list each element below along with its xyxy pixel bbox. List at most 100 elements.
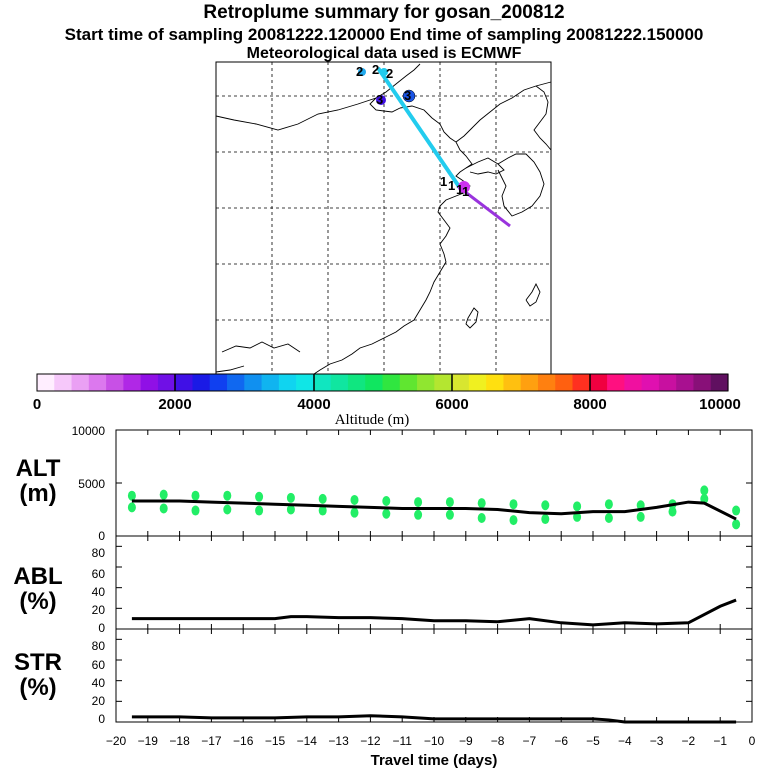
altitude-particle-dot [604,512,613,523]
coastlines [215,63,552,375]
colorbar-label: Altitude (m) [335,412,410,428]
colorbar-swatch [106,374,124,391]
cluster-label: 1 [440,174,447,189]
x-tick-label: −6 [554,734,568,748]
trajectory-paths [358,66,511,228]
altitude-particle-dot [541,514,550,525]
abl-tick-label: 60 [92,567,106,581]
abl-series-line [131,598,737,627]
colorbar-swatch [37,374,55,391]
abl-tick-label: 0 [98,621,105,635]
cluster-marker [458,181,470,193]
cluster-label: 3 [376,92,383,107]
x-tick-label: −13 [328,734,349,748]
time-series-panels: ALT (m) ABL (%) STR (%) 10000 5000 0 80 … [13,424,755,748]
cluster-label: 2 [386,66,393,81]
colorbar-swatch [710,374,729,391]
colorbar-swatch [382,374,401,391]
colorbar-swatch [537,374,556,391]
altitude-particle-dot [445,497,454,508]
colorbar-swatch [589,374,608,391]
colorbar-swatch [451,374,470,391]
colorbar-swatch [520,374,539,391]
colorbar-frame [36,373,729,392]
cluster-marker [402,89,416,103]
colorbar-swatch [330,374,349,391]
x-tick-label: −7 [523,734,537,748]
colorbar-swatch [347,374,366,391]
colorbar-swatch [555,374,574,391]
altitude-particle-dot [541,500,550,511]
x-tick-label: −16 [233,734,254,748]
colorbar-swatch [278,374,297,391]
altitude-particle-dot [159,489,168,500]
colorbar-tick-label: 0 [33,396,41,413]
altitude-particle-dot [477,512,486,523]
colorbar-swatch [434,374,453,391]
colorbar-swatch [54,374,73,391]
str-unit: (%) [19,674,56,701]
map-graticule [216,62,551,374]
cluster-label: 3 [404,88,411,103]
alt-unit: (m) [19,480,56,507]
colorbar-tick-label: 10000 [699,396,741,413]
colorbar-swatch [486,374,505,391]
altitude-particle-dot [350,507,359,518]
altitude-particle-dot [191,505,200,516]
colorbar-swatch [503,374,522,391]
x-tick-label: −5 [586,734,600,748]
x-tick-label: −18 [169,734,190,748]
altitude-particle-dot [636,511,645,522]
altitude-particle-dot [414,509,423,520]
cluster-labels: 2 2 2 3 3 1 1 1 1 [356,62,469,199]
cluster-label: 2 [372,62,379,77]
altitude-particle-dot [509,499,518,510]
x-tick-label: −11 [392,734,412,748]
altitude-particle-dot [509,515,518,526]
x-tick-label: −19 [138,734,159,748]
altitude-particle-dot [286,492,295,503]
colorbar-tick-label: 6000 [435,396,468,413]
altitude-particle-dot [223,504,232,515]
colorbar-swatch [313,374,332,391]
colorbar-swatch [227,374,245,391]
x-tick-label: −20 [106,734,127,748]
altitude-particle-dot [191,490,200,501]
colorbar-swatch [658,374,677,391]
colorbar-swatch [641,374,660,391]
x-tick-label: −12 [360,734,381,748]
altitude-particle-dot [732,505,741,516]
chart-title: Retroplume summary for gosan_200812 [203,2,565,23]
abl-tick-label: 20 [92,603,106,617]
altitude-particle-dot [573,511,582,522]
str-tick-label: 80 [92,639,106,653]
str-tick-label: 20 [92,694,106,708]
sampling-times: Start time of sampling 20081222.120000 E… [64,25,704,44]
str-tick-label: 40 [92,676,106,690]
lower-trajectory [459,186,511,228]
cluster-label: 2 [356,64,363,79]
str-panel-frame [115,628,753,723]
colorbar-swatch [624,374,643,391]
x-tick-label: −10 [424,734,445,748]
colorbar-swatch [399,374,418,391]
colorbar-swatch [88,374,107,391]
alt-tick-label: 5000 [78,477,105,491]
altitude-particle-dot [159,503,168,514]
altitude-particle-dot [127,502,136,513]
colorbar-swatch [192,374,211,391]
abl-panel-frame [115,535,753,630]
colorbar-swatch [71,374,90,391]
altitude-particle-dot [318,493,327,504]
colorbar-swatch [244,374,263,391]
str-tick-label: 0 [98,712,105,726]
altitude-particle-dot [255,505,264,516]
colorbar-tick-label: 8000 [573,396,606,413]
met-data-note: Meteorological data used is ECMWF [246,45,522,62]
altitude-particle-dot [255,491,264,502]
str-label: STR [14,649,62,676]
cluster-label: 1 [462,184,469,199]
cluster-marker [376,95,386,105]
altitude-particle-dot [668,506,677,517]
